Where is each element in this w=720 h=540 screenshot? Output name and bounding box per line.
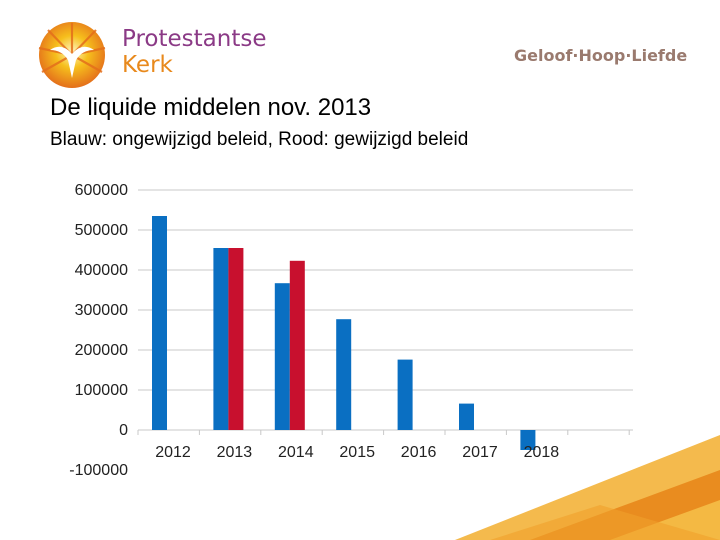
x-tick-label: 2012 <box>155 444 191 461</box>
x-tick-label: 2015 <box>339 444 375 461</box>
x-tick-label: 2014 <box>278 444 314 461</box>
x-axis-ticks: 2012 2013 2014 2015 2016 2017 2018 <box>155 444 559 461</box>
chart-bars <box>152 216 536 450</box>
bar-blue-2018 <box>520 430 536 450</box>
y-tick-label: 100000 <box>75 382 128 399</box>
y-tick-label: -100000 <box>69 462 128 479</box>
dove-emblem-icon <box>38 22 106 88</box>
bar-blue-2012 <box>152 216 167 430</box>
y-tick-label: 300000 <box>75 302 128 319</box>
x-tick-label: 2013 <box>217 444 253 461</box>
bar-red-2013 <box>228 248 244 430</box>
chart-gridlines <box>137 189 633 435</box>
y-tick-label: 200000 <box>75 342 128 359</box>
brand-wordmark: Protestantse Kerk <box>122 26 266 78</box>
x-tick-label: 2017 <box>462 444 498 461</box>
bar-blue-2013 <box>213 248 229 430</box>
y-tick-label: 0 <box>119 422 128 439</box>
brand-tagline: Geloof·Hoop·Liefde <box>514 46 688 65</box>
brand-line1: Protestantse <box>122 26 267 52</box>
y-tick-label: 500000 <box>75 222 128 239</box>
x-tick-label: 2018 <box>524 444 560 461</box>
bar-red-2014 <box>289 260 305 430</box>
y-axis-ticks: 600000 500000 400000 300000 200000 100000 0 -10… <box>69 182 128 479</box>
bar-blue-2014 <box>274 283 290 430</box>
brand-logo: Protestantse Kerk <box>36 20 296 92</box>
bar-blue-2015 <box>336 319 352 430</box>
y-tick-label: 600000 <box>75 182 128 199</box>
slide-title: De liquide middelen nov. 2013 <box>50 94 372 121</box>
bar-blue-2016 <box>397 359 413 430</box>
brand-line2: Kerk <box>122 52 173 78</box>
y-tick-label: 400000 <box>75 262 128 279</box>
slide-subtitle: Blauw: ongewijzigd beleid, Rood: gewijzi… <box>50 129 469 150</box>
bar-blue-2017 <box>459 403 474 430</box>
x-tick-label: 2016 <box>401 444 437 461</box>
